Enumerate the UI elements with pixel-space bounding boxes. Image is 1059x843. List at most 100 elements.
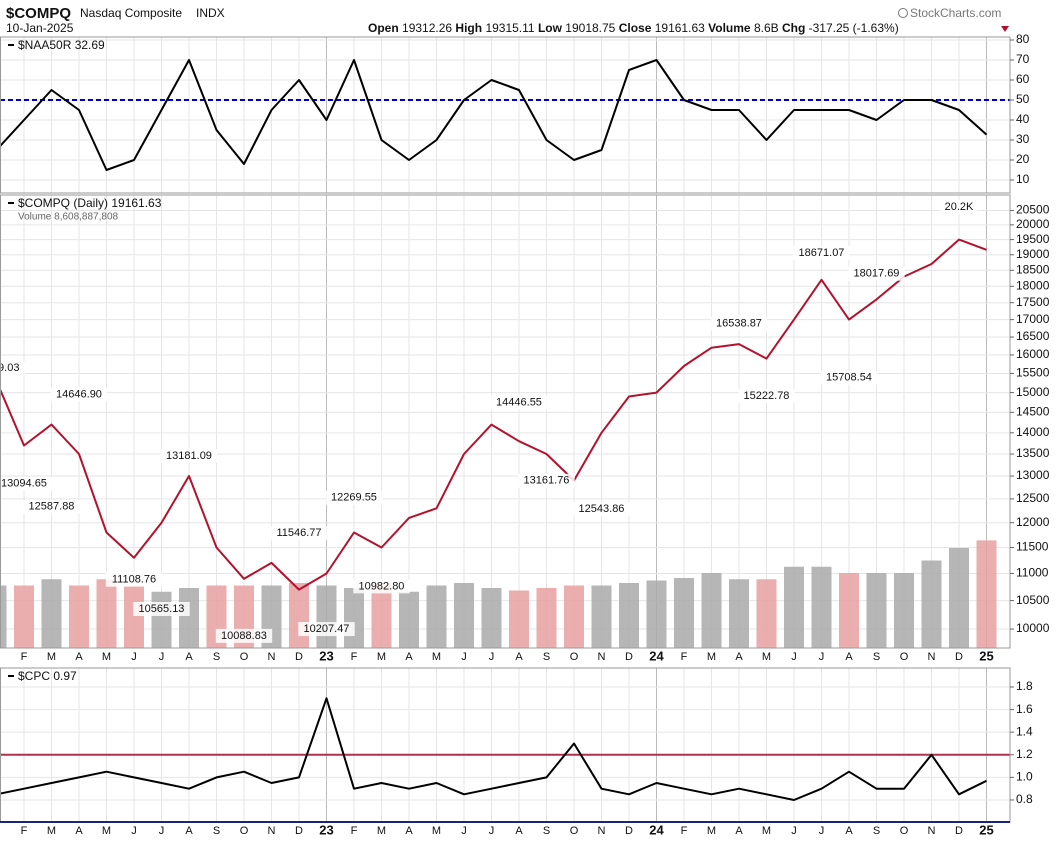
x-tick-label: 23 xyxy=(319,648,333,663)
x-tick-label: M xyxy=(47,825,56,837)
volume-bar xyxy=(811,566,832,648)
annotation: 11108.76 xyxy=(112,574,156,586)
x-tick-label: N xyxy=(598,651,606,663)
annotation: 15319.03 xyxy=(0,362,19,374)
annotation-box xyxy=(0,361,25,376)
volume-bar xyxy=(179,588,199,648)
volume-bar xyxy=(756,579,777,648)
volume-bar xyxy=(839,573,859,648)
x-tick-label: S xyxy=(543,651,550,663)
y-tick-label: 20500 xyxy=(1016,203,1050,217)
x-tick-label: J xyxy=(159,825,165,837)
date: 10-Jan-2025 xyxy=(6,21,74,35)
x-tick-label: A xyxy=(405,825,413,837)
plot-area: 15319.03 13094.65 14646.90 12587.88 11108.76… xyxy=(0,37,1010,822)
annotation-box xyxy=(325,490,383,505)
x-tick-label: 25 xyxy=(979,822,993,837)
y-tick-label: 15500 xyxy=(1016,366,1050,380)
x-tick-label: J xyxy=(819,825,825,837)
value: 19315.11 xyxy=(485,21,534,35)
y-tick-label: 17500 xyxy=(1016,295,1050,309)
annotation-box xyxy=(848,266,905,281)
header: $COMPQ Nasdaq Composite INDX StockCharts… xyxy=(6,5,1009,35)
volume-bar xyxy=(784,566,804,648)
x-tick-label: J xyxy=(791,651,797,663)
annotation-box xyxy=(940,200,978,215)
volume-bar xyxy=(344,588,364,648)
x-tick-label: D xyxy=(955,651,963,663)
volume-bar xyxy=(124,585,144,648)
symbol: $COMPQ xyxy=(6,5,71,22)
x-tick-label: D xyxy=(625,651,633,663)
y-tick-label: 10500 xyxy=(1016,593,1050,607)
annotation: 14446.55 xyxy=(496,396,542,408)
annotation: 11546.77 xyxy=(276,527,321,539)
x-tick-label: N xyxy=(928,825,936,837)
annotation-box xyxy=(298,622,355,637)
x-tick-label: J xyxy=(461,825,467,837)
x-tick-label: O xyxy=(240,825,249,837)
annotation-box xyxy=(490,395,548,410)
panel-frame xyxy=(0,36,1011,194)
annotation-box xyxy=(710,316,768,331)
x-tick-label: S xyxy=(213,651,220,663)
label: High xyxy=(455,21,482,35)
value: 19161.63 xyxy=(655,21,705,35)
y-tick-label: 11500 xyxy=(1016,540,1049,554)
annotation-box xyxy=(0,476,53,491)
x-tick-label: A xyxy=(185,651,193,663)
y-tick-label: 10 xyxy=(1016,172,1030,186)
y-tick-label: 70 xyxy=(1016,52,1030,66)
x-tick-label: O xyxy=(900,651,909,663)
x-tick-label: F xyxy=(681,825,688,837)
x-tick-label: M xyxy=(762,651,771,663)
x-tick-label: M xyxy=(762,825,771,837)
volume-bar xyxy=(591,585,612,648)
y-tick-label: 20000 xyxy=(1016,217,1050,231)
x-tick-label: F xyxy=(351,651,358,663)
volume-bar xyxy=(0,585,7,648)
volume-bar xyxy=(371,583,392,648)
annotation-box xyxy=(353,579,410,594)
x-tick-label: F xyxy=(351,825,358,837)
annotation: 20.2K xyxy=(945,201,974,213)
x-tick-label: 24 xyxy=(649,648,664,663)
annotation: 18017.69 xyxy=(854,268,900,280)
volume-bar xyxy=(866,573,887,648)
x-tick-label: N xyxy=(928,651,936,663)
volume-bar xyxy=(69,585,89,648)
annotation: 10088.83 xyxy=(221,630,267,642)
label: Volume xyxy=(708,21,751,35)
legend: $COMPQ (Daily) 19161.63 xyxy=(18,196,162,210)
volume-bar xyxy=(481,588,502,648)
label: Close xyxy=(619,21,652,35)
label: Low xyxy=(538,21,563,35)
x-tick-label: O xyxy=(900,825,909,837)
annotation: 12587.88 xyxy=(29,501,75,513)
x-tick-label: D xyxy=(625,825,633,837)
value: 8.6B xyxy=(754,21,779,35)
y-tick-label: 13500 xyxy=(1016,446,1050,460)
y-tick-label: 1.2 xyxy=(1016,747,1033,761)
x-tick-label: A xyxy=(515,825,523,837)
label: Chg xyxy=(782,21,805,35)
annotation: 18671.07 xyxy=(799,247,845,259)
y-tick-label: 30 xyxy=(1016,132,1030,146)
y-tick-label: 60 xyxy=(1016,72,1030,86)
y-tick-label: 18500 xyxy=(1016,262,1050,276)
volume-bar xyxy=(399,591,419,648)
x-tick-label: N xyxy=(268,651,276,663)
series-line xyxy=(0,59,988,171)
x-tick-label: J xyxy=(461,651,467,663)
y-tick-label: 1.0 xyxy=(1016,770,1033,784)
annotation-box xyxy=(820,370,878,385)
y-tick-label: 11000 xyxy=(1016,566,1049,580)
x-tick-label: 23 xyxy=(319,822,333,837)
x-tick-label: J xyxy=(489,651,495,663)
x-tick-label: A xyxy=(515,651,523,663)
annotation: 12543.86 xyxy=(579,503,625,515)
y-tick-label: 18000 xyxy=(1016,278,1050,292)
x-tick-label: A xyxy=(75,651,83,663)
x-tick-label: J xyxy=(131,651,137,663)
x-tick-label: A xyxy=(185,825,193,837)
